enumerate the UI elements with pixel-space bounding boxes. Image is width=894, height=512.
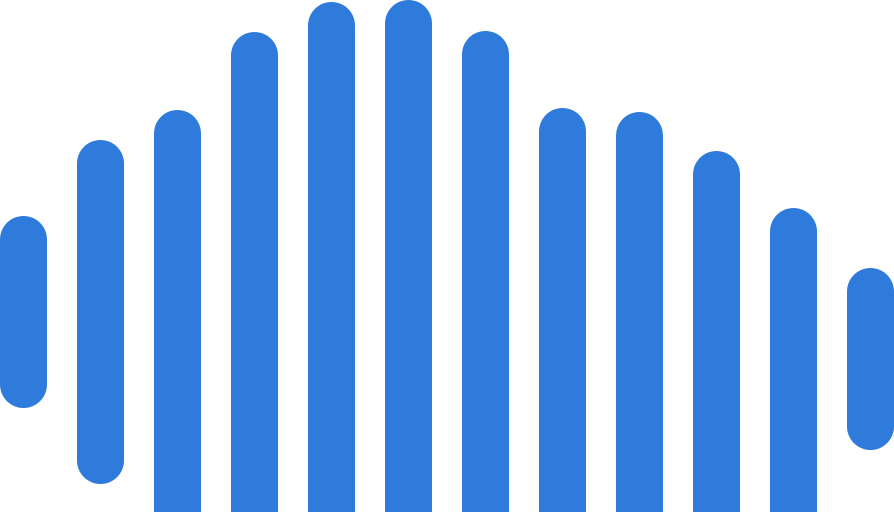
wave-bar-10: [693, 151, 740, 512]
wave-bar-3: [154, 110, 201, 512]
wave-bar-9: [616, 112, 663, 512]
wave-bar-2: [77, 140, 124, 484]
wave-bar-1: [0, 216, 47, 408]
wave-bar-12: [847, 268, 894, 450]
wave-bar-7: [462, 31, 509, 512]
wave-bar-5: [308, 2, 355, 512]
wave-bar-11: [770, 208, 817, 512]
wave-bar-8: [539, 108, 586, 512]
wave-bar-6: [385, 0, 432, 512]
wave-bar-4: [231, 32, 278, 512]
